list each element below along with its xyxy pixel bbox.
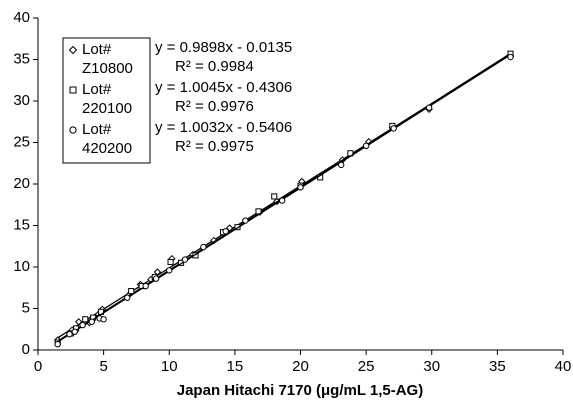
circle-marker	[362, 142, 370, 150]
legend-label: Lot#	[82, 121, 112, 138]
square-marker	[82, 316, 89, 323]
square-marker	[167, 258, 174, 266]
legend-label: Z10800	[82, 60, 133, 77]
circle-marker	[79, 321, 86, 329]
circle-marker	[222, 228, 229, 235]
legend-label: Lot#	[82, 41, 112, 58]
y-tick-label: 10	[13, 258, 30, 275]
circle-marker	[200, 243, 207, 251]
circle-marker	[152, 275, 160, 282]
y-tick-label: 0	[22, 341, 30, 358]
equation: y = 0.9898x - 0.0135	[155, 39, 292, 56]
x-tick-label: 35	[489, 358, 506, 375]
x-tick-label: 40	[555, 358, 572, 375]
circle-marker	[71, 328, 78, 335]
circle-marker	[88, 318, 96, 325]
legend-label: 220100	[82, 100, 132, 117]
x-tick-label: 5	[99, 358, 107, 375]
r-squared: R² = 0.9976	[175, 98, 254, 115]
circle-marker	[390, 125, 397, 132]
diamond-marker	[68, 45, 78, 55]
circle-marker	[242, 217, 249, 224]
circle-marker	[142, 282, 149, 290]
circle-marker	[297, 184, 304, 191]
legend-label: Lot#	[82, 81, 112, 98]
legend-box	[62, 37, 151, 164]
y-tick-label: 40	[13, 9, 30, 26]
x-axis-label: Japan Hitachi 7170 (μg/mL 1,5-AG)	[177, 382, 423, 399]
x-tick-label: 10	[161, 358, 178, 375]
circle-marker	[66, 331, 73, 338]
circle-marker	[278, 197, 286, 204]
circle-marker	[166, 267, 173, 274]
x-tick-label: 20	[292, 358, 309, 375]
y-tick-label: 20	[13, 175, 30, 192]
circle-marker	[425, 104, 433, 111]
square-marker	[192, 252, 199, 259]
equation: y = 1.0032x - 0.5406	[155, 119, 292, 136]
square-marker	[271, 193, 278, 200]
r-squared: R² = 0.9984	[175, 58, 254, 75]
circle-marker	[507, 53, 514, 61]
equation: y = 1.0045x - 0.4306	[155, 79, 292, 96]
y-tick-label: 30	[13, 92, 30, 109]
y-tick-label: 15	[13, 216, 30, 233]
circle-marker	[337, 161, 345, 169]
x-tick-label: 25	[358, 358, 375, 375]
x-tick-label: 15	[227, 358, 244, 375]
x-tick-label: 0	[34, 358, 42, 375]
circle-marker	[100, 316, 107, 323]
circle-marker	[69, 126, 77, 134]
square-marker	[69, 86, 77, 94]
y-tick-label: 5	[22, 299, 30, 316]
x-tick-label: 30	[423, 358, 440, 375]
square-marker	[128, 288, 135, 295]
legend-label: 420200	[82, 140, 132, 157]
circle-marker	[54, 340, 61, 348]
circle-marker	[181, 256, 189, 263]
circle-marker	[124, 294, 131, 301]
y-tick-label: 35	[13, 50, 30, 67]
y-tick-label: 25	[13, 133, 30, 150]
r-squared: R² = 0.9975	[175, 138, 254, 155]
